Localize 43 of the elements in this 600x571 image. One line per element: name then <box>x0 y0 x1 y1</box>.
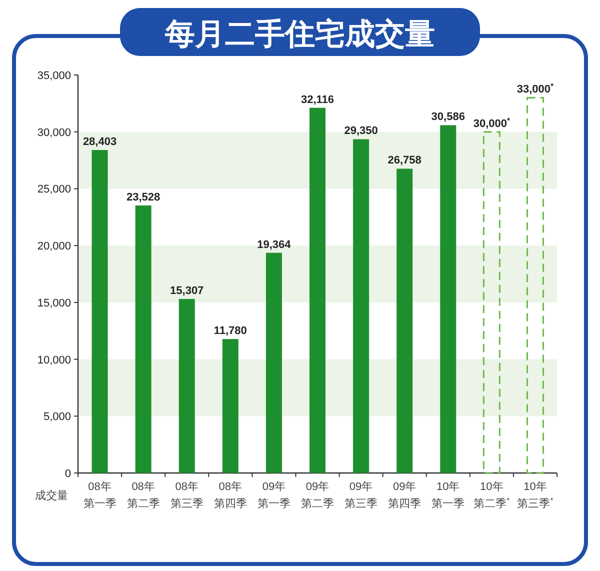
bar <box>353 139 370 473</box>
data-label: 30,000$^{*}$ <box>473 115 510 130</box>
bar <box>440 125 456 473</box>
y-tick-label: 10,000 <box>37 354 71 366</box>
x-tick-label: 08年第三季 <box>170 481 204 510</box>
y-tick-label: 35,000 <box>37 70 71 82</box>
y-tick-label: 25,000 <box>37 184 71 196</box>
x-tick-label: 08年第二季 <box>126 481 160 510</box>
y-tick-label: 20,000 <box>37 240 71 253</box>
data-label: 29,350 <box>344 125 378 138</box>
y-tick-label: 15,000 <box>37 297 71 310</box>
bar <box>526 96 544 474</box>
x-tick-label: 08年第一季 <box>83 481 116 510</box>
bar <box>482 131 500 474</box>
x-tick-label: 10年第二季$^{*}$ <box>474 481 510 510</box>
y-tick-label: 0 <box>64 468 71 480</box>
data-label: 30,586 <box>431 111 465 124</box>
data-label: 19,364 <box>257 238 292 251</box>
x-tick-label: 09年第三季 <box>344 481 378 510</box>
data-label: 33,000$^{*}$ <box>516 81 554 96</box>
y-tick-label: 30,000 <box>37 126 71 139</box>
x-tick-label: 10年第一季 <box>432 481 465 510</box>
y-axis-title: 成交量 <box>35 489 68 502</box>
data-label: 26,758 <box>388 154 422 167</box>
x-tick-label: 09年第一季 <box>257 481 290 510</box>
x-tick-label: 10年第三季$^{*}$ <box>517 481 554 510</box>
data-label: 23,528 <box>126 191 160 204</box>
y-tick-label: 5,000 <box>43 411 71 424</box>
bar <box>92 150 108 473</box>
bar <box>396 168 413 473</box>
x-tick-label: 09年第二季 <box>301 481 334 510</box>
bar <box>266 252 282 473</box>
bar <box>222 339 238 473</box>
data-label: 28,403 <box>82 136 117 148</box>
bar <box>178 298 195 473</box>
chart-title: 每月二手住宅成交量 <box>164 17 435 51</box>
data-label: 32,116 <box>300 94 334 106</box>
bar <box>135 205 152 473</box>
data-label: 15,307 <box>170 284 204 297</box>
x-tick-label: 09年第四季 <box>388 481 422 510</box>
data-label: 11,780 <box>214 325 247 338</box>
x-tick-label: 08年第四季 <box>214 481 247 510</box>
bar <box>310 108 326 473</box>
